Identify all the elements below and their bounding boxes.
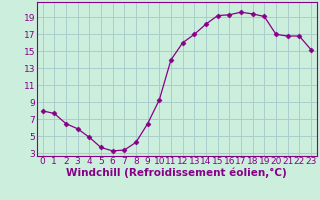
X-axis label: Windchill (Refroidissement éolien,°C): Windchill (Refroidissement éolien,°C) [67,168,287,178]
